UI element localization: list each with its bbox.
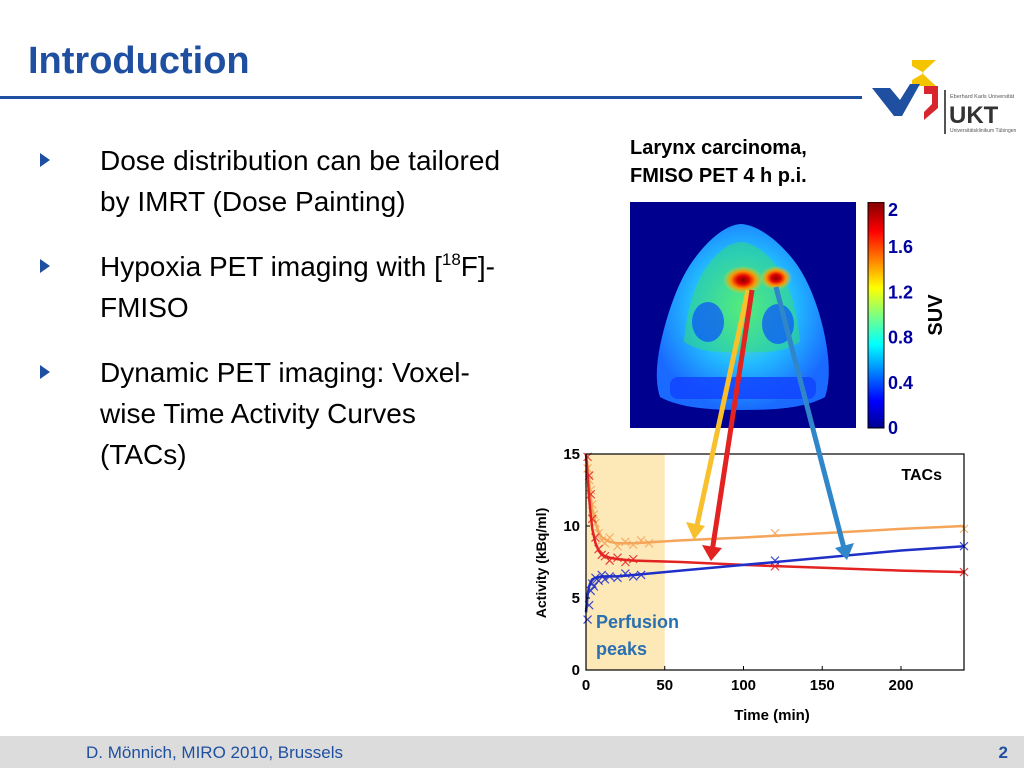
bullet-arrow-icon <box>40 153 50 167</box>
y-tick-label: 0 <box>572 662 580 679</box>
x-axis-label: Time (min) <box>734 707 810 724</box>
footer-bar: D. Mönnich, MIRO 2010, Brussels 2 <box>0 736 1024 768</box>
colorbar-tick-label: 1.2 <box>888 282 913 302</box>
tac-data-point <box>613 541 622 551</box>
tac-data-point <box>636 535 646 545</box>
bullet-text-pre: Hypoxia PET imaging with [ <box>100 251 442 282</box>
tac-data-point <box>613 573 622 583</box>
logo-divider <box>944 90 946 134</box>
page-number: 2 <box>998 743 1008 762</box>
tac-data-point <box>594 544 604 554</box>
x-tick-label: 150 <box>810 677 835 694</box>
perfusion-annotation-line2: peaks <box>596 639 647 659</box>
tac-data-point <box>620 569 630 578</box>
tac-data-point <box>586 586 596 596</box>
bullet-text: Dose distribution can be tailored by IMR… <box>100 145 501 217</box>
tac-chart: 0 50 100 150 200 0 5 10 15 Activity (kBq/ml) Ti… <box>533 446 969 724</box>
bullet-text-post: F]-FMISO <box>100 251 495 323</box>
perfusion-annotation-line1: Perfusion <box>596 612 679 632</box>
tac-data-point <box>620 557 630 567</box>
logo-brand: UKT <box>949 102 999 129</box>
tac-data-point <box>589 582 599 591</box>
pet-hotspot-left <box>723 266 763 294</box>
logo-yellow-chevron <box>912 60 936 86</box>
suv-colorbar: 2 1.6 1.2 0.8 0.4 0 SUV <box>867 202 946 436</box>
tac-fit-line-2 <box>584 544 965 613</box>
tac-data-point <box>628 571 638 581</box>
x-tick-label: 200 <box>888 677 913 694</box>
bullet-arrow-icon <box>40 365 50 379</box>
tac-data-point <box>620 537 630 547</box>
tac-data-point <box>605 533 615 542</box>
bullet-item-imrt: Dose distribution can be tailored by IMR… <box>40 140 510 222</box>
pet-caption-line1: Larynx carcinoma, <box>630 137 807 159</box>
colorbar-tick-label: 0 <box>888 418 898 436</box>
tac-data-point <box>597 570 607 580</box>
footer-text: D. Mönnich, MIRO 2010, Brussels <box>86 743 343 762</box>
colorbar-label: SUV <box>925 294 946 336</box>
colorbar-tick-label: 0.4 <box>888 373 913 393</box>
legend-label: TACs <box>901 467 942 484</box>
y-tick-label: 10 <box>563 518 580 535</box>
pet-caption: Larynx carcinoma, FMISO PET 4 h p.i. <box>630 134 807 190</box>
bullet-text: Dynamic PET imaging: Voxel-wise Time Act… <box>100 357 470 470</box>
tac-data-point <box>587 579 597 589</box>
tac-data-point <box>605 556 615 565</box>
y-tick-label: 15 <box>563 446 580 463</box>
tac-data-point <box>594 528 604 538</box>
colorbar-tick-label: 0.8 <box>888 328 913 348</box>
tac-data-point <box>628 554 638 564</box>
logo-clinic-line: Universitätsklinikum Tübingen <box>950 128 1017 134</box>
x-tick-label: 0 <box>582 677 590 694</box>
title-divider <box>0 96 862 99</box>
tac-data-point <box>583 615 592 625</box>
tac-data-point <box>644 538 654 548</box>
isotope-superscript: 18 <box>441 250 461 269</box>
tac-data-point <box>770 556 780 565</box>
logo-blue-chevron <box>872 84 920 116</box>
colorbar-tick-label: 1.6 <box>888 237 913 257</box>
bullet-arrow-icon <box>40 259 50 273</box>
fmiso-pet-image <box>630 202 856 428</box>
tac-data-point <box>628 540 638 550</box>
ukt-logo: Eberhard Karls Universität UKT Universit… <box>872 60 1017 134</box>
x-tick-label: 100 <box>731 677 756 694</box>
tac-data-point <box>591 533 600 542</box>
tac-data-point <box>605 571 615 581</box>
tac-data-point <box>600 574 610 584</box>
tac-data-point <box>636 570 646 580</box>
tac-data-point <box>587 514 597 524</box>
y-axis-label: Activity (kBq/ml) <box>533 508 549 618</box>
colorbar-tick-label: 2 <box>888 202 898 220</box>
slide-title: Introduction <box>28 40 250 82</box>
bullet-item-hypoxia-pet: Hypoxia PET imaging with [18F]-FMISO <box>40 246 510 328</box>
x-tick-label: 50 <box>656 677 673 694</box>
tac-data-point <box>586 489 596 499</box>
pet-caption-line2: FMISO PET 4 h p.i. <box>630 165 807 187</box>
logo-red-chevron <box>924 86 938 120</box>
pet-hotspot-right <box>760 266 792 290</box>
tac-data-point <box>613 553 622 563</box>
bullet-list: Dose distribution can be tailored by IMR… <box>40 140 510 499</box>
bullet-item-dynamic-pet: Dynamic PET imaging: Voxel-wise Time Act… <box>40 352 510 475</box>
y-tick-label: 5 <box>572 590 580 607</box>
logo-university-line: Eberhard Karls Universität <box>950 94 1015 100</box>
